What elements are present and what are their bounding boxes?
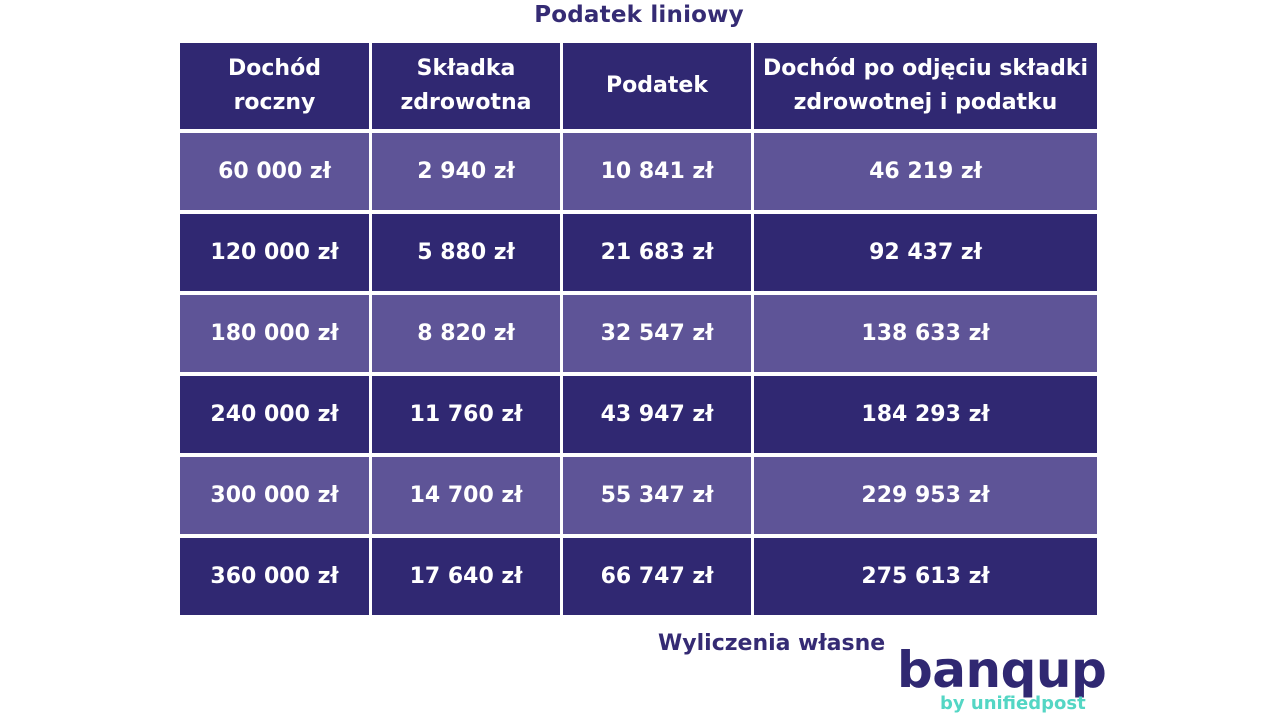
- source-note: Wyliczenia własne: [658, 631, 886, 656]
- cell-health-contribution: 14 700 zł: [372, 457, 560, 534]
- cell-health-contribution: 11 760 zł: [372, 376, 560, 453]
- cell-annual-income: 180 000 zł: [180, 295, 369, 372]
- cell-tax: 66 747 zł: [563, 538, 751, 615]
- cell-net-income: 138 633 zł: [754, 295, 1097, 372]
- cell-health-contribution: 8 820 zł: [372, 295, 560, 372]
- cell-net-income: 46 219 zł: [754, 133, 1097, 210]
- cell-health-contribution: 2 940 zł: [372, 133, 560, 210]
- cell-tax: 55 347 zł: [563, 457, 751, 534]
- cell-annual-income: 240 000 zł: [180, 376, 369, 453]
- page-title: Podatek liniowy: [534, 2, 744, 28]
- header-tax: Podatek: [563, 43, 751, 129]
- banqup-logo: banqup: [897, 641, 1107, 699]
- header-annual-income: Dochód roczny: [180, 43, 369, 129]
- cell-annual-income: 120 000 zł: [180, 214, 369, 291]
- cell-health-contribution: 17 640 zł: [372, 538, 560, 615]
- cell-health-contribution: 5 880 zł: [372, 214, 560, 291]
- logo-tagline: by unifiedpost: [940, 693, 1086, 714]
- cell-annual-income: 60 000 zł: [180, 133, 369, 210]
- cell-tax: 43 947 zł: [563, 376, 751, 453]
- cell-net-income: 92 437 zł: [754, 214, 1097, 291]
- cell-net-income: 275 613 zł: [754, 538, 1097, 615]
- cell-tax: 21 683 zł: [563, 214, 751, 291]
- header-health-contribution: Składka zdrowotna: [372, 43, 560, 129]
- cell-annual-income: 300 000 zł: [180, 457, 369, 534]
- cell-tax: 32 547 zł: [563, 295, 751, 372]
- header-net-income: Dochód po odjęciu składki zdrowotnej i p…: [754, 43, 1097, 129]
- tax-table: Dochód roczny Składka zdrowotna Podatek …: [180, 43, 1097, 617]
- cell-annual-income: 360 000 zł: [180, 538, 369, 615]
- cell-net-income: 184 293 zł: [754, 376, 1097, 453]
- cell-net-income: 229 953 zł: [754, 457, 1097, 534]
- cell-tax: 10 841 zł: [563, 133, 751, 210]
